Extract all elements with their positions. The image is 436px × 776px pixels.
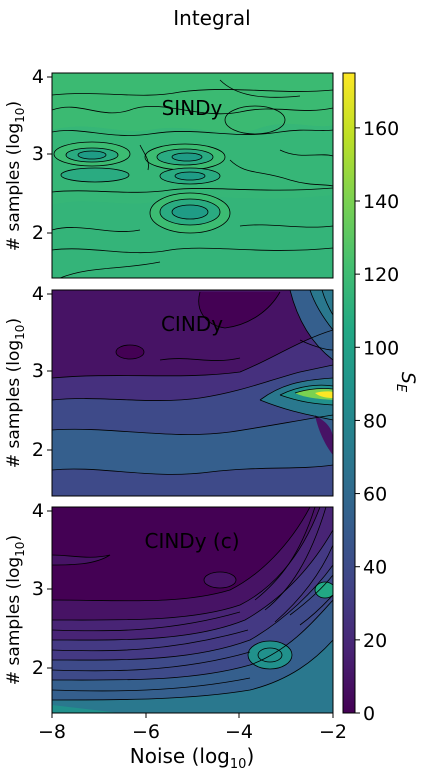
colorbar: 0 20 40 60 80 100 120 140 160 SE	[342, 72, 419, 725]
cindy-c-label: CINDy (c)	[144, 529, 239, 553]
xaxis-label: Noise (log10)	[130, 744, 255, 772]
colorbar-tick-label: 80	[363, 410, 387, 432]
cindy-c-contour-field	[52, 507, 333, 713]
cindy-c-xaxis: −8 −6 −4 −2	[38, 713, 347, 743]
cindy-label: CINDy	[161, 312, 223, 336]
colorbar-tick-label: 120	[363, 264, 399, 286]
colorbar-ticks: 0 20 40 60 80 100 120 140 160	[355, 118, 399, 725]
panel-sindy: SINDy 4 3 2 # samples (log10)	[4, 66, 334, 279]
cindy-c-ylabel: # samples (log10)	[4, 535, 27, 685]
sindy-ytick-2: 2	[32, 222, 44, 244]
cindy-ytick-2: 2	[32, 439, 44, 461]
cindy-c-ytick-4: 4	[32, 500, 44, 522]
cindy-c-ytick-3: 3	[32, 578, 44, 600]
colorbar-tick-label: 20	[363, 630, 387, 652]
cindy-c-ytick-2: 2	[32, 657, 44, 679]
cindy-ytick-4: 4	[32, 283, 44, 305]
colorbar-gradient	[342, 72, 356, 714]
sindy-ytick-3: 3	[32, 143, 44, 165]
panel-cindy: CINDy 4 3 2 # samples (log10)	[4, 283, 334, 497]
cindy-c-yaxis: 4 3 2	[32, 500, 52, 679]
sindy-frame	[51, 72, 334, 279]
sindy-ylabel: # samples (log10)	[4, 101, 27, 251]
cindy-ylabel: # samples (log10)	[4, 318, 27, 468]
xtick-minus2: −2	[319, 721, 347, 743]
sindy-label: SINDy	[162, 96, 223, 120]
cindy-c-frame	[51, 506, 334, 714]
cindy-ytick-3: 3	[32, 360, 44, 382]
xtick-minus8: −8	[38, 721, 66, 743]
xtick-minus6: −6	[132, 721, 160, 743]
colorbar-tick-label: 40	[363, 557, 387, 579]
colorbar-tick-label: 0	[363, 703, 375, 725]
sindy-ytick-4: 4	[32, 66, 44, 88]
colorbar-tick-label: 160	[363, 118, 399, 140]
sindy-yaxis: 4 3 2	[32, 66, 52, 244]
colorbar-tick-label: 140	[363, 191, 399, 213]
colorbar-tick-label: 100	[363, 337, 399, 359]
cindy-yaxis: 4 3 2	[32, 283, 52, 461]
figure-title: Integral	[173, 6, 251, 30]
panel-cindy-c: CINDy (c) 4 3 2 −8 −6 −4 −2 # samples (l…	[4, 500, 347, 772]
colorbar-label: SE	[393, 372, 419, 393]
sindy-contour-field	[52, 73, 333, 278]
xtick-minus4: −4	[225, 721, 253, 743]
cindy-contour-field	[52, 290, 333, 496]
colorbar-tick-label: 60	[363, 484, 387, 506]
cindy-frame	[51, 289, 334, 497]
